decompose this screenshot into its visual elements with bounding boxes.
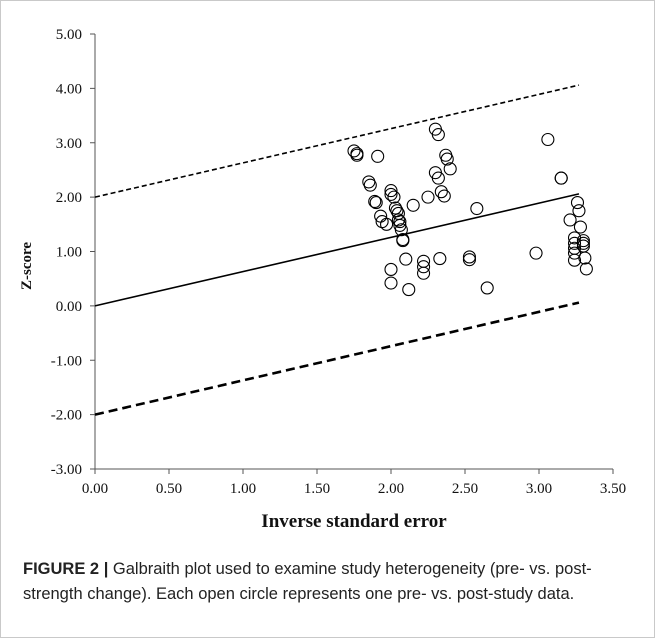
data-point <box>470 201 484 216</box>
data-point <box>391 213 405 227</box>
x-tick-label: 2.50 <box>452 481 478 497</box>
data-point <box>417 254 431 268</box>
data-point <box>567 246 582 260</box>
reference-lines <box>94 84 580 416</box>
data-point <box>399 252 413 266</box>
data-point <box>384 276 398 290</box>
data-point <box>417 260 431 274</box>
y-tick-label: -3.00 <box>51 462 82 478</box>
data-points <box>347 122 593 297</box>
data-point <box>579 262 593 276</box>
data-point <box>529 246 543 260</box>
x-tick-label: 0.50 <box>156 481 182 497</box>
lower-bound-line <box>94 301 580 416</box>
data-point <box>393 215 407 229</box>
data-point <box>394 223 408 237</box>
data-point <box>462 250 476 264</box>
y-tick-label: 1.00 <box>56 245 82 261</box>
x-tick-label: 1.50 <box>304 481 330 497</box>
galbraith-plot: -3.00 -2.00 -1.00 0.00 1.00 2.00 3.00 4.00 5.00 0… <box>19 27 626 532</box>
data-point <box>433 252 447 266</box>
data-point <box>387 190 401 204</box>
upper-bound-line <box>94 84 580 198</box>
data-point <box>567 253 582 267</box>
data-point <box>576 236 590 250</box>
data-point <box>431 171 445 185</box>
caption-text: Galbraith plot used to examine study het… <box>23 560 592 603</box>
data-point <box>563 213 577 227</box>
data-point <box>541 132 555 147</box>
data-point <box>573 220 587 234</box>
figure-label: FIGURE 2 <box>23 560 100 578</box>
data-point <box>434 185 448 199</box>
data-point <box>402 283 416 297</box>
data-point <box>384 187 398 201</box>
x-tick-label: 2.00 <box>378 481 404 497</box>
caption-separator: | <box>99 560 113 578</box>
data-point <box>480 281 494 295</box>
data-point <box>572 204 586 218</box>
data-point <box>431 128 445 142</box>
data-point <box>347 144 361 158</box>
tick-labels: -3.00 -2.00 -1.00 0.00 1.00 2.00 3.00 4.00 5.00 0… <box>51 27 626 497</box>
y-tick-label: 3.00 <box>56 136 82 152</box>
data-point <box>406 198 420 212</box>
data-point <box>396 234 410 248</box>
data-point <box>578 251 592 265</box>
data-point <box>567 236 582 250</box>
axes <box>90 33 614 474</box>
data-point <box>443 162 457 176</box>
data-point <box>380 217 394 231</box>
data-point <box>384 262 398 276</box>
y-tick-label: -1.00 <box>51 353 82 369</box>
data-point <box>462 253 476 267</box>
data-point <box>554 171 568 185</box>
data-point <box>350 148 364 162</box>
x-axis-label: Inverse standard error <box>261 511 447 532</box>
y-tick-label: 4.00 <box>56 81 82 97</box>
data-point <box>368 194 382 209</box>
y-axis-label: Z-score <box>19 242 35 290</box>
data-point <box>437 189 451 203</box>
x-tick-label: 0.00 <box>82 481 108 497</box>
regression-line <box>94 193 580 307</box>
y-tick-label: 2.00 <box>56 190 82 206</box>
data-point <box>384 184 398 198</box>
data-point <box>570 196 585 210</box>
data-point <box>371 149 385 163</box>
x-tick-label: 3.50 <box>600 481 626 497</box>
y-tick-label: 0.00 <box>56 299 82 315</box>
data-point <box>421 190 435 204</box>
x-tick-label: 1.00 <box>230 481 256 497</box>
data-point <box>576 234 590 248</box>
data-point <box>576 239 590 253</box>
y-tick-label: 5.00 <box>56 27 82 43</box>
data-point <box>369 196 383 210</box>
data-point <box>417 266 431 280</box>
figure-caption: FIGURE 2 | Galbraith plot used to examin… <box>23 557 638 607</box>
data-point <box>440 152 454 166</box>
data-point <box>363 178 377 192</box>
y-tick-label: -2.00 <box>51 408 82 424</box>
x-tick-label: 3.00 <box>526 481 552 497</box>
